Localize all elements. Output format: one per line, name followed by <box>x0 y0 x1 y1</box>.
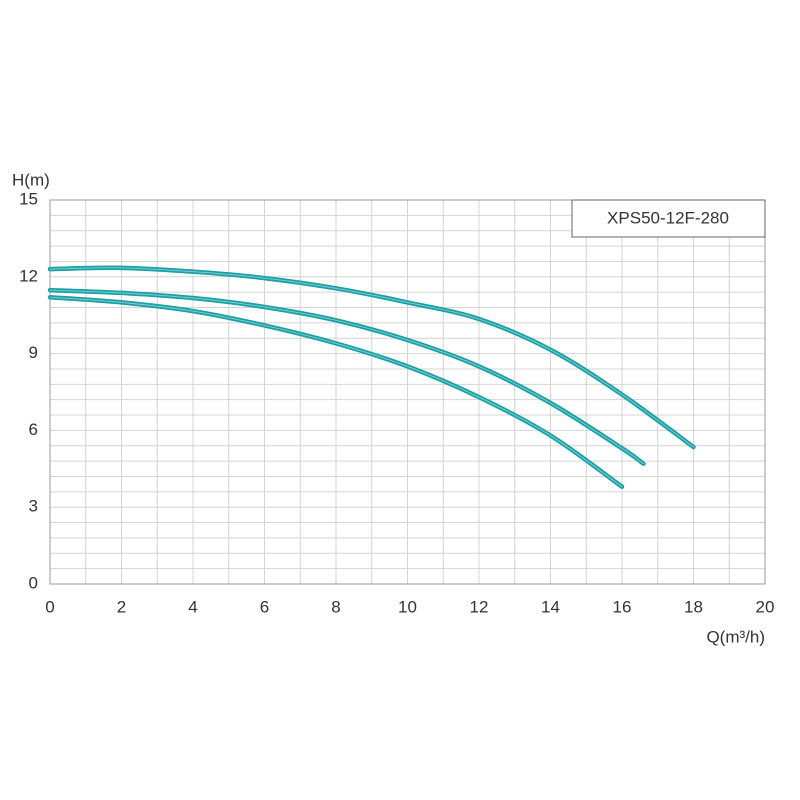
x-tick-label: 10 <box>398 597 417 616</box>
y-tick-label: 9 <box>29 343 38 362</box>
x-tick-label: 12 <box>470 597 489 616</box>
y-tick-label: 15 <box>19 189 38 208</box>
y-tick-label: 12 <box>19 266 38 285</box>
plot-frame <box>49 199 766 585</box>
x-tick-label: 20 <box>756 597 775 616</box>
x-tick-label: 14 <box>541 597 560 616</box>
x-axis-label: Q(m³/h) <box>706 627 765 646</box>
x-tick-label: 6 <box>260 597 269 616</box>
x-tick-label: 18 <box>684 597 703 616</box>
model-box <box>571 199 766 238</box>
curve-highlight <box>49 289 644 465</box>
x-tick-label: 8 <box>331 597 340 616</box>
y-tick-label: 3 <box>29 497 38 516</box>
model-label: XPS50-12F-280 <box>607 208 729 227</box>
curve-highlight <box>49 267 694 448</box>
x-tick-label: 4 <box>188 597 197 616</box>
x-tick-label: 16 <box>613 597 632 616</box>
grid <box>49 199 766 585</box>
x-tick-label: 0 <box>45 597 54 616</box>
y-tick-label: 6 <box>29 420 38 439</box>
x-tick-label: 2 <box>117 597 126 616</box>
y-axis-label: H(m) <box>12 170 50 189</box>
y-tick-label: 0 <box>29 573 38 592</box>
curve-highlight <box>49 296 623 488</box>
